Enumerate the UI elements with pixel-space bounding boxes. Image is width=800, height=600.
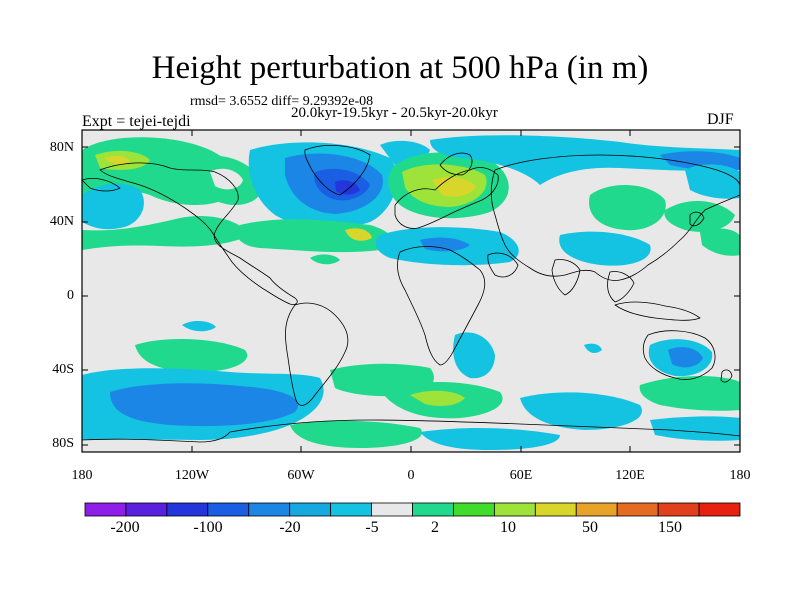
contour-green-tropical-pacific (310, 254, 340, 265)
colorbar-box (616, 502, 659, 517)
coastline-greenland (304, 145, 371, 196)
contour-cyan-pacific-west (82, 183, 144, 230)
colorbar-box (125, 502, 168, 517)
contour-green-north-pacific-mid (82, 215, 250, 250)
colorbar-box (330, 502, 372, 517)
colorbar-label: -20 (279, 519, 301, 536)
colorbar-box (657, 502, 700, 517)
season-label: DJF (707, 111, 734, 128)
contour-cyan-tropical-pacific (182, 321, 216, 332)
colorbar-box (412, 502, 454, 517)
contour-cyan-antarctic-east (650, 416, 740, 441)
contour-blue-australia (668, 347, 703, 368)
contour-cyan-far-east-pacific (685, 164, 740, 199)
coastline-south-america (285, 302, 349, 406)
colorbar-label: -100 (193, 519, 223, 536)
contour-blue-mediterranean (420, 237, 470, 252)
colorbar-label: -5 (365, 519, 379, 536)
contour-yellow-north-pacific (105, 155, 130, 165)
colorbar-box (207, 502, 250, 517)
coastlines (82, 145, 740, 443)
stats-text: rmsd= 3.6552 diff= 9.29392e-08 (190, 94, 374, 109)
lat-label-0: 0 (67, 288, 74, 303)
contour-cyan-east-asia (559, 231, 651, 266)
lon-label-120e: 120E (615, 468, 645, 483)
colorbar-box (453, 502, 495, 517)
colorbar-label: 50 (582, 519, 598, 536)
coastline-europe (394, 167, 499, 229)
coastline-alaska (82, 178, 121, 192)
colorbar-box (575, 502, 618, 517)
lon-label-180e: 180 (729, 468, 751, 483)
contour-green-siberia (589, 184, 666, 231)
colorbar-box (534, 502, 577, 517)
colorbar (84, 502, 741, 517)
colorbar-box (289, 502, 332, 517)
contour-lime-southern-indian (410, 390, 465, 406)
axis-ticks (82, 130, 740, 452)
lon-label-60w: 60W (287, 468, 315, 483)
coastline-australia (642, 330, 716, 380)
colorbar-box (493, 502, 536, 517)
lat-label-80s: 80S (52, 436, 74, 451)
coastline-japan (689, 211, 705, 227)
colorbar-label: 2 (431, 519, 439, 536)
contour-white-north-atlantic-ring (210, 168, 243, 190)
contour-green-pacific-east (700, 228, 740, 256)
contour-green-south-pacific (135, 338, 248, 372)
coastline-arabia (487, 252, 519, 278)
contour-cyan-antarctic-west (420, 428, 560, 450)
contour-green-antarctic (290, 420, 422, 448)
experiment-label: Expt = tejei-tejdi (82, 113, 191, 130)
colorbar-label: 150 (658, 519, 682, 536)
period-text: 20.0kyr-19.5kyr - 20.5kyr-20.0kyr (291, 105, 498, 121)
contour-yellow-europe (432, 177, 476, 197)
contour-yellow-atlantic (345, 228, 372, 241)
colorbar-box (698, 502, 741, 517)
coastline-scandinavia (439, 152, 473, 176)
contour-cyan-south-america (453, 332, 495, 379)
coastline-india (551, 259, 581, 296)
coastline-indonesia (614, 301, 701, 321)
lon-label-180w: 180 (71, 468, 93, 483)
map-title: Height perturbation at 500 hPa (in m) (151, 50, 649, 86)
coastline-antarctica (82, 419, 740, 443)
colorbar-label: -200 (110, 519, 140, 536)
contour-cyan-antarctic-indian (520, 392, 642, 430)
height-field (82, 130, 740, 452)
contour-cyan-indian-ocean (584, 343, 602, 353)
contour-green-atlantic-band (236, 219, 393, 253)
coastline-africa (397, 246, 486, 366)
contour-green-southern-pacific-east (639, 376, 740, 411)
lon-label-0: 0 (407, 468, 415, 483)
colorbar-box (166, 502, 209, 517)
colorbar-label: 10 (500, 519, 516, 536)
coastline-asia (490, 154, 740, 281)
colorbar-box (248, 502, 291, 517)
colorbar-box (84, 502, 127, 517)
lat-label-40n: 40N (49, 214, 74, 229)
contour-blue-southern-ocean (110, 383, 299, 427)
lon-label-120w: 120W (174, 468, 210, 483)
lat-label-40s: 40S (52, 362, 74, 377)
coastline-north-america (99, 162, 298, 305)
colorbar-box (371, 502, 413, 517)
contour-cyan-eurasia-north (430, 135, 740, 185)
lon-label-60e: 60E (509, 468, 533, 483)
coastline-southeast-asia (607, 271, 635, 303)
lat-label-80n: 80N (49, 140, 74, 155)
coastline-new-zealand (720, 369, 733, 383)
